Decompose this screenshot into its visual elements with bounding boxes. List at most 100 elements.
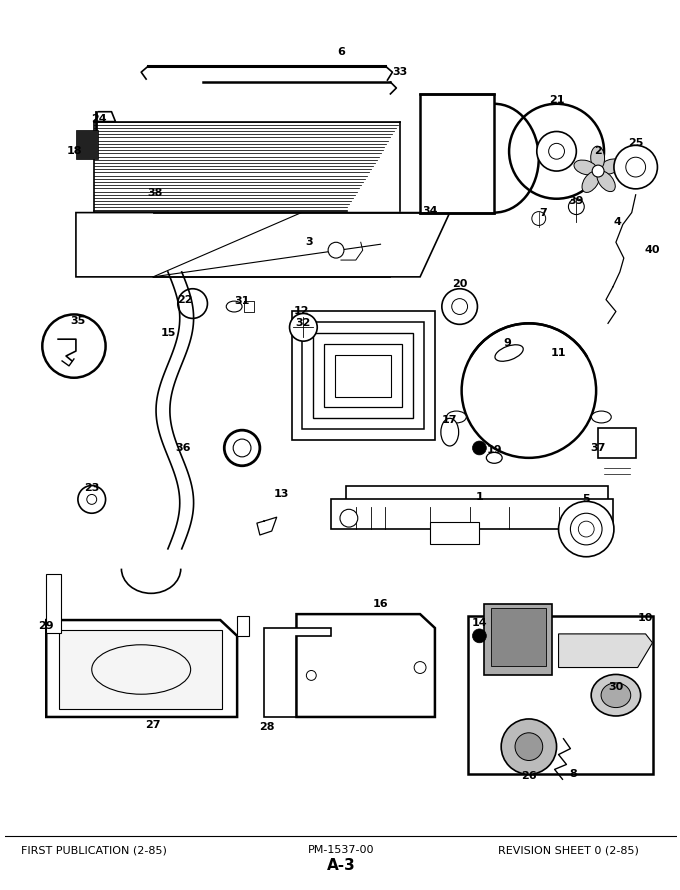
Circle shape bbox=[307, 670, 316, 680]
Ellipse shape bbox=[486, 452, 502, 464]
Bar bbox=[303, 322, 424, 429]
Bar bbox=[313, 333, 413, 418]
Ellipse shape bbox=[601, 683, 631, 708]
Bar bbox=[331, 499, 613, 529]
Ellipse shape bbox=[441, 418, 458, 446]
Ellipse shape bbox=[591, 146, 605, 170]
Circle shape bbox=[87, 495, 97, 505]
Circle shape bbox=[290, 313, 318, 341]
Text: 17: 17 bbox=[442, 416, 458, 425]
Circle shape bbox=[537, 132, 577, 171]
Text: 40: 40 bbox=[645, 245, 660, 255]
Circle shape bbox=[592, 166, 604, 177]
Bar bbox=[237, 616, 249, 635]
Circle shape bbox=[340, 509, 358, 527]
Circle shape bbox=[509, 104, 604, 198]
Circle shape bbox=[328, 242, 344, 258]
Text: 20: 20 bbox=[452, 279, 467, 288]
Circle shape bbox=[515, 732, 543, 760]
Text: 33: 33 bbox=[392, 67, 408, 77]
Text: 2: 2 bbox=[594, 146, 602, 157]
Circle shape bbox=[558, 501, 614, 557]
Text: A-3: A-3 bbox=[326, 858, 356, 873]
Circle shape bbox=[568, 198, 584, 214]
Text: 7: 7 bbox=[539, 207, 547, 217]
Circle shape bbox=[442, 288, 477, 324]
Ellipse shape bbox=[599, 159, 622, 174]
Text: 19: 19 bbox=[486, 445, 502, 455]
Ellipse shape bbox=[574, 160, 597, 174]
Bar bbox=[46, 573, 61, 633]
Polygon shape bbox=[558, 634, 653, 668]
Polygon shape bbox=[264, 628, 331, 717]
Text: 32: 32 bbox=[296, 319, 311, 328]
Text: 11: 11 bbox=[551, 348, 566, 358]
Polygon shape bbox=[46, 620, 237, 717]
Text: 34: 34 bbox=[422, 206, 438, 215]
Polygon shape bbox=[296, 614, 435, 717]
Text: 26: 26 bbox=[521, 772, 537, 781]
Circle shape bbox=[414, 661, 426, 674]
Text: 4: 4 bbox=[614, 217, 622, 228]
Text: 21: 21 bbox=[549, 95, 564, 105]
Bar bbox=[346, 486, 608, 507]
Text: 31: 31 bbox=[235, 295, 250, 305]
Text: 9: 9 bbox=[503, 338, 511, 348]
Text: 39: 39 bbox=[568, 196, 584, 206]
Text: 13: 13 bbox=[274, 490, 289, 499]
Polygon shape bbox=[59, 630, 222, 709]
Ellipse shape bbox=[495, 344, 523, 361]
Circle shape bbox=[591, 509, 609, 527]
Bar bbox=[468, 616, 653, 774]
Bar bbox=[484, 604, 551, 676]
Text: 27: 27 bbox=[146, 720, 160, 730]
Ellipse shape bbox=[447, 411, 466, 423]
Text: 16: 16 bbox=[373, 599, 388, 610]
Bar bbox=[324, 344, 403, 408]
Ellipse shape bbox=[226, 301, 242, 312]
Text: 1: 1 bbox=[475, 492, 483, 503]
Text: 23: 23 bbox=[84, 482, 99, 492]
Text: FIRST PUBLICATION (2-85): FIRST PUBLICATION (2-85) bbox=[21, 846, 167, 855]
Circle shape bbox=[532, 212, 545, 225]
Circle shape bbox=[473, 629, 486, 643]
Text: REVISION SHEET 0 (2-85): REVISION SHEET 0 (2-85) bbox=[498, 846, 639, 855]
Text: 3: 3 bbox=[305, 238, 313, 247]
Bar bbox=[420, 94, 494, 213]
Text: 15: 15 bbox=[160, 328, 175, 338]
Text: PM-1537-00: PM-1537-00 bbox=[308, 846, 374, 855]
Circle shape bbox=[42, 314, 105, 377]
Text: 8: 8 bbox=[570, 769, 577, 780]
Text: 14: 14 bbox=[472, 618, 488, 628]
Circle shape bbox=[571, 514, 602, 545]
Text: 29: 29 bbox=[39, 621, 54, 631]
Text: 25: 25 bbox=[628, 138, 643, 149]
Bar bbox=[335, 355, 392, 397]
Text: 37: 37 bbox=[590, 443, 606, 453]
Ellipse shape bbox=[597, 171, 615, 191]
Text: 38: 38 bbox=[148, 188, 163, 198]
Text: 36: 36 bbox=[175, 443, 190, 453]
Circle shape bbox=[462, 323, 596, 457]
Text: 22: 22 bbox=[177, 295, 192, 304]
Bar bbox=[491, 608, 545, 666]
Text: 10: 10 bbox=[638, 613, 653, 623]
Ellipse shape bbox=[592, 411, 611, 423]
Text: 30: 30 bbox=[609, 683, 624, 692]
Circle shape bbox=[501, 719, 556, 774]
Text: 12: 12 bbox=[294, 306, 309, 317]
Text: 28: 28 bbox=[259, 722, 275, 732]
Bar bbox=[430, 522, 479, 544]
Polygon shape bbox=[76, 213, 449, 277]
Circle shape bbox=[473, 441, 486, 455]
Text: 18: 18 bbox=[66, 146, 82, 157]
Ellipse shape bbox=[582, 171, 600, 192]
Bar bbox=[598, 428, 636, 457]
Text: 6: 6 bbox=[337, 47, 345, 57]
Bar bbox=[76, 130, 98, 159]
Bar bbox=[292, 312, 435, 440]
Text: 5: 5 bbox=[583, 494, 590, 505]
Ellipse shape bbox=[591, 675, 641, 716]
Circle shape bbox=[614, 145, 658, 189]
Text: 24: 24 bbox=[91, 114, 107, 124]
